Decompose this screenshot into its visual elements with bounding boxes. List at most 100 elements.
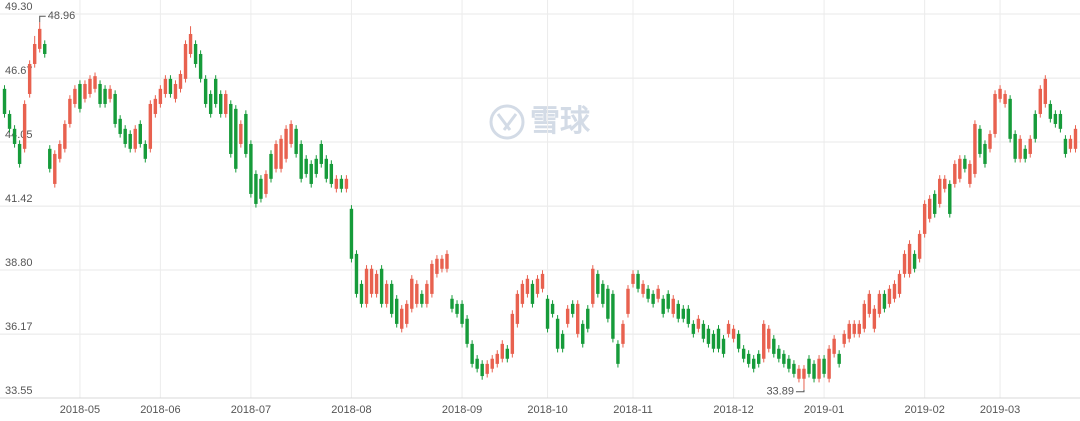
candle-body xyxy=(681,308,686,319)
candle-body xyxy=(58,143,62,159)
candle-body xyxy=(369,268,374,294)
candle-body xyxy=(193,43,198,64)
candle-body xyxy=(621,323,625,344)
candle-body xyxy=(78,83,82,109)
candle-body xyxy=(470,343,474,364)
candle-body xyxy=(400,308,404,329)
candle-body xyxy=(676,303,680,319)
candle-body xyxy=(113,93,117,124)
candle-body xyxy=(606,288,610,319)
candle-body xyxy=(168,78,173,94)
candle-body xyxy=(178,73,183,89)
candle-body xyxy=(973,123,977,174)
x-tick-label: 2019-01 xyxy=(804,404,844,416)
candle-body xyxy=(515,293,520,324)
x-tick-label: 2018-06 xyxy=(140,404,180,416)
candle-body xyxy=(998,88,1002,99)
min-annotation: 33.89 xyxy=(766,386,794,398)
candle-body xyxy=(364,268,369,304)
candle-body xyxy=(48,148,52,169)
candle-body xyxy=(988,133,992,149)
candle-body xyxy=(520,283,525,304)
candle-body xyxy=(475,358,479,369)
candle-body xyxy=(279,138,283,169)
candle-body xyxy=(535,278,540,294)
candle-body xyxy=(108,88,112,99)
candle-body xyxy=(138,123,142,144)
candle-body xyxy=(143,143,148,159)
x-tick-label: 2018-07 xyxy=(231,404,271,416)
candle-body xyxy=(148,103,153,149)
candle-body xyxy=(213,78,218,104)
candle-body xyxy=(867,293,872,314)
x-tick-label: 2019-02 xyxy=(904,404,944,416)
x-tick-label: 2018-12 xyxy=(713,404,753,416)
candle-body xyxy=(319,143,323,164)
candle-body xyxy=(696,318,701,329)
y-tick-label: 33.55 xyxy=(5,385,33,397)
candle-body xyxy=(842,333,846,344)
x-tick-label: 2019-03 xyxy=(980,404,1020,416)
x-tick-label: 2018-09 xyxy=(442,404,482,416)
candle-body xyxy=(611,293,615,339)
candle-body xyxy=(822,358,826,374)
candle-body xyxy=(731,328,736,339)
candle-body xyxy=(63,123,67,149)
candle-body xyxy=(1028,138,1032,154)
candle-body xyxy=(27,63,32,94)
candle-body xyxy=(852,323,856,334)
candle-body xyxy=(103,88,107,104)
candle-body xyxy=(354,253,359,294)
candle-body xyxy=(721,338,726,354)
candle-body xyxy=(224,93,228,114)
candle-body xyxy=(339,178,344,189)
candle-body xyxy=(445,253,449,269)
candle-body xyxy=(807,358,811,374)
candle-body xyxy=(244,113,248,154)
candle-body xyxy=(943,178,947,189)
candle-body xyxy=(857,323,861,334)
candle-body xyxy=(133,128,137,149)
candle-body xyxy=(872,308,877,329)
candle-body xyxy=(329,163,334,184)
x-tick-label: 2018-05 xyxy=(60,404,100,416)
candle-body xyxy=(581,323,585,344)
candle-body xyxy=(691,323,696,334)
candle-body xyxy=(68,98,72,124)
candle-body xyxy=(530,283,535,304)
candle-body xyxy=(405,303,409,324)
candle-body xyxy=(188,33,193,54)
candle-body xyxy=(762,323,766,359)
candle-body xyxy=(289,123,293,144)
candle-body xyxy=(440,258,444,269)
candle-body xyxy=(968,163,972,184)
candle-body xyxy=(1073,128,1078,149)
candle-body xyxy=(757,353,761,364)
candle-body xyxy=(656,288,660,299)
x-tick-label: 2018-10 xyxy=(527,404,567,416)
candle-body xyxy=(299,143,303,179)
candle-body xyxy=(917,233,922,259)
candle-body xyxy=(777,348,781,359)
candle-body xyxy=(1068,138,1073,149)
watermark: 雪球 xyxy=(530,105,591,138)
candle-body xyxy=(591,268,595,304)
candle-body xyxy=(249,143,253,194)
candle-body xyxy=(887,288,892,304)
candle-body xyxy=(32,43,37,64)
candle-body xyxy=(631,273,635,284)
candle-body xyxy=(1013,133,1017,159)
candle-body xyxy=(203,78,208,104)
candle-body xyxy=(505,348,510,359)
candle-body xyxy=(1003,93,1007,104)
candle-body xyxy=(394,298,399,324)
candle-body xyxy=(1058,113,1063,129)
candle-body xyxy=(38,28,42,49)
candle-body xyxy=(349,208,354,259)
candle-body xyxy=(837,353,841,364)
candle-body xyxy=(425,283,429,304)
candle-body xyxy=(490,358,494,369)
candle-body xyxy=(993,93,997,134)
candle-body xyxy=(1018,138,1022,159)
